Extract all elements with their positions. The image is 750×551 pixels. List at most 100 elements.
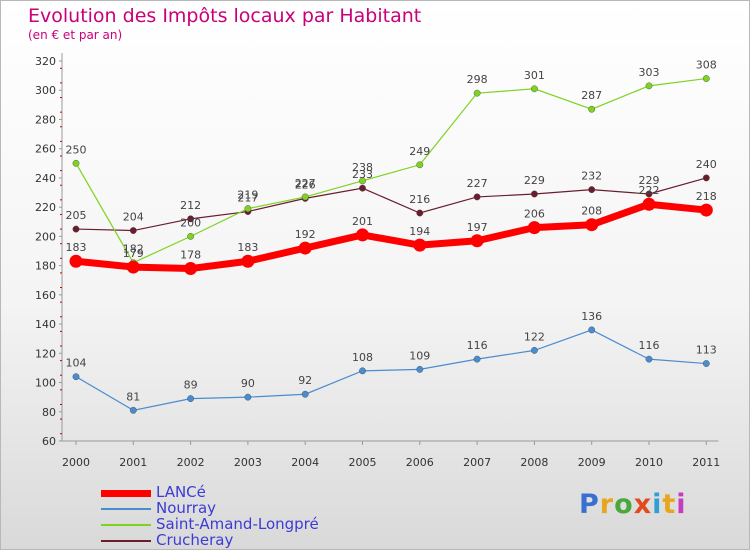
data-label: 303 (639, 66, 660, 79)
legend-label: LANCé (156, 483, 206, 501)
data-point (359, 177, 366, 185)
data-point (645, 190, 653, 198)
data-label: 92 (298, 374, 312, 387)
data-label: 89 (184, 379, 198, 392)
chart-subtitle: (en € et par an) (28, 28, 123, 42)
data-point (244, 393, 252, 401)
data-label: 240 (696, 158, 717, 171)
legend-item: Saint-Amand-Longpré (101, 515, 361, 533)
data-point (356, 228, 369, 242)
data-label: 301 (524, 69, 545, 82)
data-point (129, 227, 137, 234)
data-label: 113 (696, 344, 717, 357)
series-line-0 (75, 200, 707, 273)
series-line-1 (75, 329, 707, 411)
logo-letter: x (633, 489, 653, 520)
data-label: 298 (467, 73, 488, 86)
data-label: 136 (581, 310, 602, 323)
data-label: 90 (241, 377, 255, 390)
data-point (126, 260, 140, 274)
y-tick-label: 260 (35, 143, 56, 156)
data-label: 227 (295, 177, 316, 190)
data-point (184, 262, 198, 276)
y-tick-label: 140 (35, 318, 56, 331)
y-tick-label: 220 (35, 201, 56, 214)
data-point (301, 390, 309, 398)
chart-title: Evolution des Impôts locaux par Habitant (28, 5, 422, 27)
data-label: 287 (581, 89, 602, 102)
data-point (473, 89, 481, 97)
x-tick-label: 2007 (463, 456, 491, 469)
legend-swatch (101, 524, 151, 526)
data-label: 217 (237, 192, 258, 205)
proxiti-logo: Proxiti (579, 489, 687, 520)
legend-swatch (101, 540, 151, 542)
logo-letter: i (676, 489, 687, 520)
data-point (702, 75, 710, 82)
x-tick-label: 2004 (291, 456, 319, 469)
data-label: 183 (66, 241, 87, 254)
data-label: 222 (639, 184, 660, 197)
data-label: 218 (696, 190, 717, 203)
data-point (588, 326, 596, 334)
data-label: 216 (409, 193, 430, 206)
data-label: 109 (409, 349, 430, 362)
data-label: 227 (467, 177, 488, 190)
data-point (298, 241, 312, 255)
data-point (585, 218, 599, 232)
data-label: 229 (524, 174, 545, 187)
x-tick-label: 2000 (62, 456, 90, 469)
data-point (416, 161, 424, 169)
x-tick-label: 2011 (692, 456, 720, 469)
y-tick-label: 200 (35, 230, 56, 243)
legend-swatch (101, 489, 151, 497)
x-tick-label: 2005 (349, 456, 377, 469)
data-point (359, 367, 366, 375)
data-label: 250 (66, 143, 87, 156)
data-point (416, 209, 424, 217)
data-label: 108 (352, 351, 373, 364)
data-label: 238 (352, 161, 373, 174)
legend-item: Nourray (101, 499, 361, 517)
logo-letter: P (579, 489, 600, 520)
data-label: 200 (180, 216, 201, 229)
data-point (702, 360, 710, 367)
data-label: 233 (352, 168, 373, 181)
data-point (645, 82, 653, 90)
data-point (531, 85, 538, 93)
data-label: 194 (409, 225, 430, 238)
legend-item: Crucheray (101, 531, 361, 549)
legend-item: LANCé (101, 483, 361, 501)
data-label: 122 (524, 330, 545, 343)
data-label: 116 (467, 339, 488, 352)
data-label: 197 (467, 221, 488, 234)
data-label: 219 (237, 189, 258, 202)
data-label: 208 (581, 205, 602, 218)
data-point (527, 221, 541, 235)
x-tick-label: 2009 (578, 456, 606, 469)
data-point (187, 395, 195, 403)
x-tick-label: 2008 (520, 456, 548, 469)
y-tick-label: 100 (35, 377, 56, 390)
y-tick-label: 240 (35, 172, 56, 185)
y-tick-label: 180 (35, 260, 56, 273)
data-label: 212 (180, 199, 201, 212)
data-label: 104 (66, 357, 87, 370)
data-label: 232 (581, 170, 602, 183)
data-label: 178 (180, 249, 201, 262)
data-point (588, 186, 596, 194)
data-point (470, 234, 484, 248)
data-label: 183 (237, 241, 258, 254)
data-point (645, 355, 653, 363)
y-tick-label: 280 (35, 113, 56, 126)
data-point (244, 205, 252, 213)
data-point (416, 365, 424, 373)
legend-label: Crucheray (156, 531, 234, 549)
legend-label: Saint-Amand-Longpré (156, 515, 319, 533)
logo-letter: t (662, 489, 677, 520)
data-point (69, 254, 83, 268)
data-label: 182 (123, 243, 144, 256)
data-point (531, 346, 538, 354)
